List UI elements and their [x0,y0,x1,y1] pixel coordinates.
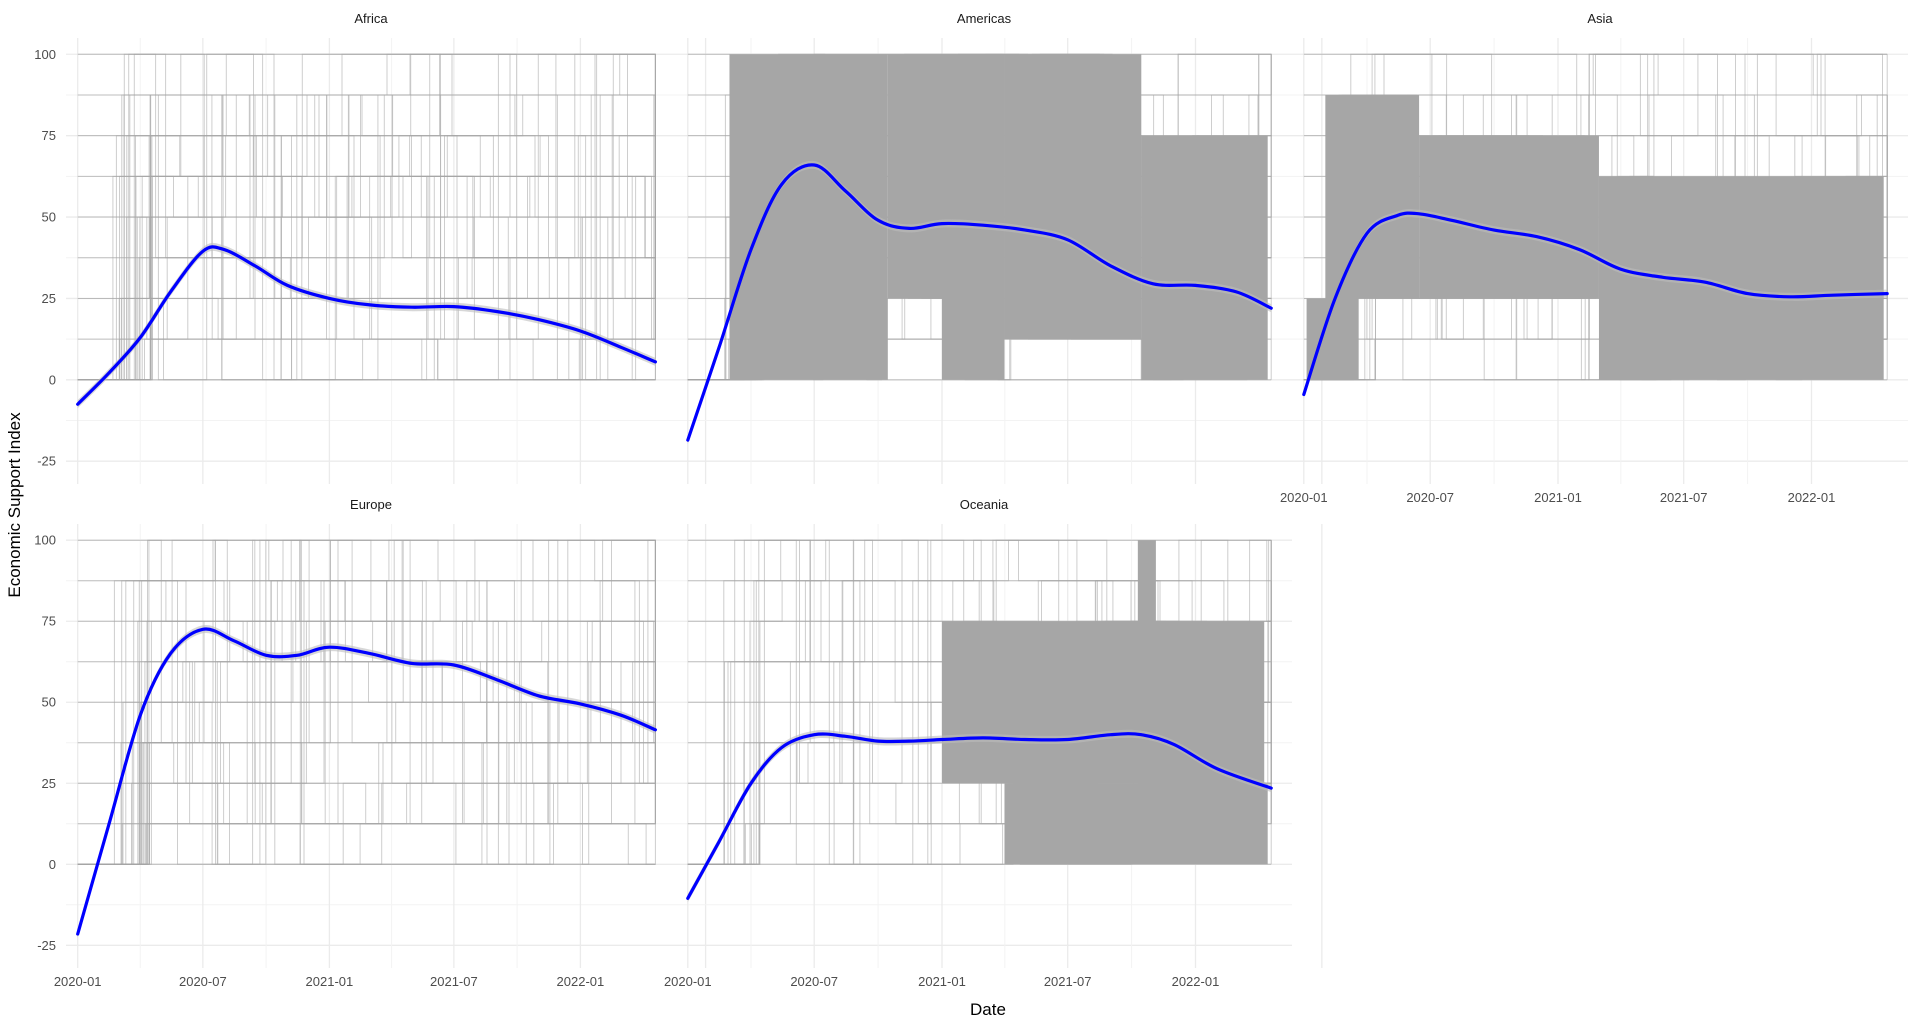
facet-title-africa: Africa [354,11,388,26]
dense-raw-block [1004,783,1268,865]
dense-raw-block [729,54,888,380]
x-tick-label: 2022-01 [1788,490,1836,505]
facet-panel-europe: Europe -25 0 25 50 75 100 2020-01 2020-07 2021-01… [34,497,707,989]
raw-country-line [77,580,656,865]
raw-country-line [1303,53,1888,381]
y-tick-label: 25 [42,291,56,306]
smooth-trend-line [76,245,657,406]
x-tick-label: 2022-01 [1172,974,1220,989]
dense-raw-block [1004,54,1142,340]
raw-country-line [77,580,656,865]
x-tick-label: 2020-01 [664,974,712,989]
raw-country-line [77,580,656,865]
y-tick-label: 0 [49,857,56,872]
dense-raw-block [1137,540,1156,622]
facet-title-oceania: Oceania [960,497,1009,512]
y-tick-label: -25 [37,454,56,469]
y-tick-label: -25 [37,938,56,953]
raw-series [77,53,656,381]
facet-title-europe: Europe [350,497,392,512]
facet-panels: Africa -25 0 25 50 75 100 Americas Asia 2020-01 20… [34,11,1908,989]
x-axis-title: Date [970,1000,1006,1019]
dense-raw-block [887,54,1005,299]
x-tick-label: 2022-01 [557,974,605,989]
raw-country-line [77,53,656,381]
raw-country-line [77,539,656,865]
raw-series [687,539,1272,865]
dense-raw-block [1141,135,1268,380]
x-tick-label: 2021-07 [430,974,478,989]
y-axis-title: Economic Support Index [5,412,24,598]
raw-country-line [77,539,656,865]
dense-raw-block [1306,298,1359,380]
facet-panel-americas: Americas [676,11,1323,484]
dense-raw-block [941,298,1005,380]
smooth-confidence-ribbon [77,624,656,938]
smooth-trend-line [686,163,1273,442]
raw-country-line [77,53,656,381]
x-tick-label: 2020-07 [1406,490,1454,505]
dense-raw-block [941,621,1265,784]
smooth-trend-line [686,732,1273,900]
x-tick-label: 2021-01 [918,974,966,989]
x-tick-label: 2020-07 [179,974,227,989]
raw-country-line [77,580,656,865]
y-tick-label: 100 [34,533,56,548]
x-tick-label: 2021-07 [1660,490,1708,505]
x-tick-label: 2021-01 [1534,490,1582,505]
raw-country-line [77,53,656,381]
x-tick-label: 2020-01 [1280,490,1328,505]
y-tick-label: 75 [42,614,56,629]
facet-panel-africa: Africa -25 0 25 50 75 100 [34,11,707,484]
raw-country-line [77,580,656,865]
raw-country-line [77,580,656,865]
facet-title-americas: Americas [957,11,1012,26]
smooth-trend-line [1302,211,1889,397]
y-tick-label: 25 [42,776,56,791]
y-tick-label: 100 [34,47,56,62]
facet-title-asia: Asia [1587,11,1613,26]
raw-series [687,53,1272,381]
y-tick-label: 50 [42,210,56,225]
raw-country-line [77,135,656,381]
x-tick-label: 2020-07 [790,974,838,989]
raw-country-line [77,580,656,865]
grid-lines [66,524,707,968]
facet-panel-asia: Asia 2020-01 2020-07 2021-01 2021-07 2022-01 [1280,11,1908,505]
y-tick-label: 50 [42,695,56,710]
x-tick-label: 2021-07 [1044,974,1092,989]
x-tick-label: 2021-01 [306,974,354,989]
raw-country-line [77,539,656,865]
x-tick-label: 2020-01 [54,974,102,989]
y-tick-label: 75 [42,128,56,143]
y-tick-label: 0 [49,372,56,387]
dense-raw-block [1325,94,1420,299]
grid-lines [66,38,707,484]
smooth-trend-line [76,627,657,936]
facet-panel-oceania: Oceania 2020-01 2020-07 2021-01 2021-07 2022-… [664,497,1323,989]
